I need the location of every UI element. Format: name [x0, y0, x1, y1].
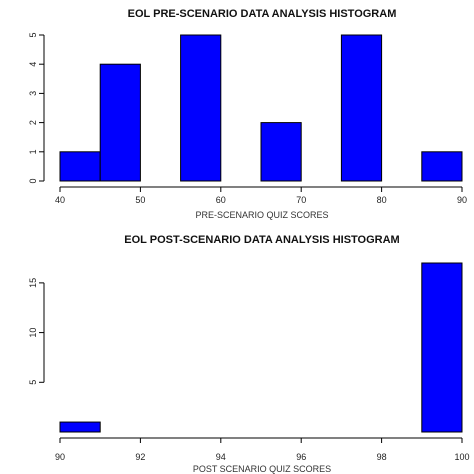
y-tick-label: 3: [28, 91, 38, 96]
y-tick-label: 1: [28, 149, 38, 154]
chart-title: EOL PRE-SCENARIO DATA ANALYSIS HISTOGRAM: [128, 8, 397, 20]
x-tick-label: 50: [135, 195, 145, 205]
y-tick-label: 0: [28, 178, 38, 183]
y-tick-label: 5: [28, 32, 38, 37]
x-tick-label: 90: [55, 452, 65, 462]
y-tick-label: 5: [28, 380, 38, 385]
x-tick-label: 80: [377, 195, 387, 205]
histogram-panel-1: EOL PRE-SCENARIO DATA ANALYSIS HISTOGRAM…: [28, 8, 467, 220]
x-tick-label: 90: [457, 195, 467, 205]
histogram-bar: [260, 122, 302, 182]
x-tick-label: 94: [216, 452, 226, 462]
x-axis-label: PRE-SCENARIO QUIZ SCORES: [195, 210, 328, 220]
histogram-panel-2: EOL POST-SCENARIO DATA ANALYSIS HISTOGRA…: [28, 234, 470, 474]
histogram-bar: [59, 421, 101, 433]
x-tick-label: 60: [216, 195, 226, 205]
y-tick-label: 10: [28, 328, 38, 338]
histogram-bar: [421, 262, 463, 433]
x-tick-label: 70: [296, 195, 306, 205]
x-axis-label: POST SCENARIO QUIZ SCORES: [193, 464, 331, 474]
x-tick-label: 96: [296, 452, 306, 462]
histogram-bar: [340, 34, 383, 182]
histogram-bar: [99, 63, 141, 182]
histogram-bar: [421, 151, 463, 182]
x-tick-label: 92: [135, 452, 145, 462]
y-tick-label: 2: [28, 120, 38, 125]
x-tick-label: 100: [454, 452, 469, 462]
histogram-bar: [180, 34, 222, 182]
y-tick-label: 15: [28, 278, 38, 288]
chart-title: EOL POST-SCENARIO DATA ANALYSIS HISTOGRA…: [124, 234, 399, 246]
x-tick-label: 98: [377, 452, 387, 462]
x-tick-label: 40: [55, 195, 65, 205]
histogram-bar: [59, 151, 101, 182]
y-tick-label: 4: [28, 62, 38, 67]
